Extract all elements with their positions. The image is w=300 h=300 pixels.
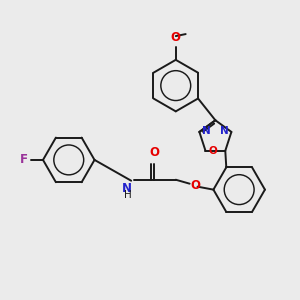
Text: N: N — [220, 126, 228, 136]
Text: F: F — [20, 153, 28, 167]
Text: O: O — [190, 179, 201, 192]
Text: H: H — [124, 190, 132, 200]
Text: N: N — [202, 126, 211, 136]
Text: N: N — [122, 182, 132, 195]
Text: O: O — [171, 31, 181, 44]
Text: O: O — [208, 146, 217, 156]
Text: O: O — [149, 146, 159, 159]
